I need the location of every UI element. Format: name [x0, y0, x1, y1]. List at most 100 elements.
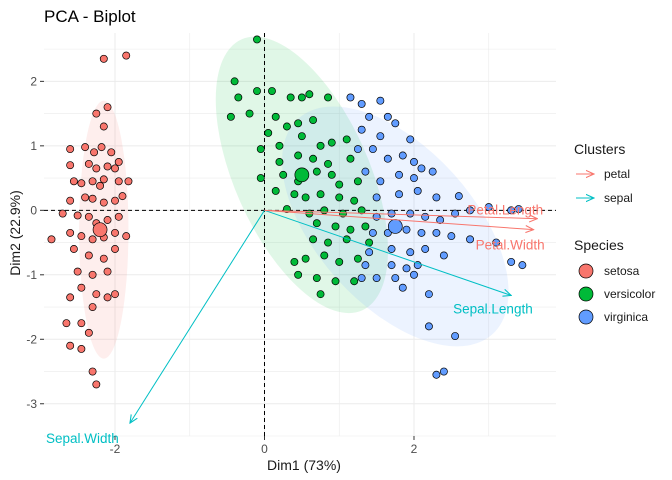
point-setosa	[84, 328, 93, 337]
point-virginica	[398, 283, 407, 292]
point-virginica	[383, 112, 392, 121]
point-versicolor	[256, 145, 265, 154]
point-virginica	[466, 206, 474, 215]
point-versicolor	[342, 235, 351, 244]
arrow-sepal-width	[130, 210, 265, 423]
point-versicolor	[335, 180, 344, 189]
point-setosa	[73, 211, 82, 220]
point-versicolor	[245, 109, 254, 118]
point-virginica	[357, 99, 366, 108]
point-virginica	[451, 332, 460, 341]
point-setosa	[103, 267, 112, 276]
point-setosa	[99, 122, 108, 131]
point-setosa	[122, 232, 131, 241]
point-versicolor	[256, 174, 265, 183]
point-setosa	[69, 177, 78, 186]
point-virginica	[372, 193, 381, 202]
x-axis-label: Dim1 (73%)	[267, 457, 341, 473]
point-setosa	[124, 177, 133, 186]
point-virginica	[365, 248, 374, 257]
point-virginica	[376, 132, 385, 141]
variable-label-petal-width: Petal.Width	[476, 238, 545, 253]
point-virginica	[387, 209, 396, 218]
point-setosa	[77, 345, 86, 353]
point-virginica	[410, 174, 418, 183]
point-versicolor	[357, 206, 366, 215]
point-versicolor	[324, 159, 332, 168]
point-virginica	[398, 151, 407, 160]
point-setosa	[111, 196, 119, 205]
point-versicolor	[353, 177, 362, 186]
point-setosa	[99, 175, 108, 184]
point-versicolor	[286, 93, 295, 102]
point-versicolor	[320, 206, 329, 215]
point-virginica	[406, 135, 415, 144]
point-versicolor	[353, 254, 362, 263]
point-virginica	[395, 190, 403, 199]
point-setosa	[92, 164, 101, 173]
point-setosa	[88, 367, 97, 376]
point-setosa	[77, 179, 86, 188]
point-setosa	[66, 145, 75, 154]
point-virginica	[410, 158, 418, 166]
point-setosa	[103, 103, 112, 112]
point-virginica	[428, 167, 437, 176]
point-virginica	[372, 274, 381, 282]
point-virginica	[439, 367, 448, 376]
point-setosa	[88, 235, 97, 244]
point-versicolor	[226, 112, 235, 121]
point-versicolor	[335, 193, 344, 202]
point-setosa	[66, 293, 75, 302]
point-versicolor	[324, 238, 332, 247]
point-setosa	[103, 216, 112, 224]
point-virginica	[368, 228, 377, 237]
point-versicolor	[275, 158, 284, 166]
point-setosa	[81, 143, 90, 152]
point-versicolor	[279, 170, 288, 179]
point-versicolor	[309, 154, 318, 163]
point-versicolor	[230, 77, 239, 86]
point-versicolor	[324, 93, 332, 102]
clusters-legend: Clusters petal sepal	[574, 141, 633, 205]
y-axis-label: Dim2 (22.9%)	[7, 190, 23, 276]
clusters-legend-item: sepal	[576, 191, 633, 205]
point-setosa	[118, 192, 127, 201]
point-virginica	[365, 112, 374, 121]
legend-label-versicolor: versicolor	[604, 287, 655, 301]
point-virginica	[410, 270, 418, 279]
centroid-versicolor	[294, 167, 310, 183]
clusters-legend-item: petal	[576, 167, 630, 181]
species-legend: Species setosa versicolor virginica	[574, 237, 655, 325]
point-setosa	[47, 235, 56, 244]
point-virginica	[432, 228, 441, 237]
species-legend-title: Species	[574, 237, 624, 253]
point-setosa	[103, 293, 112, 302]
point-versicolor	[346, 225, 355, 234]
point-virginica	[432, 370, 441, 379]
clusters-legend-title: Clusters	[574, 141, 625, 157]
reference-lines	[44, 33, 556, 436]
x-tick-label: -2	[110, 442, 121, 456]
point-virginica	[368, 145, 377, 154]
y-tick-label: -3	[26, 397, 37, 411]
point-versicolor	[253, 35, 261, 44]
point-versicolor	[312, 274, 321, 282]
arrow-petal-width	[264, 209, 533, 229]
point-setosa	[88, 177, 97, 186]
variable-label-sepal-width: Sepal.Width	[46, 431, 119, 446]
point-setosa	[111, 290, 119, 299]
legend-key-virginica	[578, 309, 594, 325]
point-setosa	[122, 51, 131, 60]
y-tick-label: 2	[30, 74, 37, 88]
point-versicolor	[301, 254, 310, 263]
point-virginica	[357, 125, 366, 134]
point-versicolor	[268, 87, 276, 95]
y-axis-ticks: -3 -2 -1 0 1 2	[26, 74, 44, 411]
point-setosa	[77, 283, 86, 292]
point-setosa	[84, 159, 93, 168]
arrow-sepal-length	[264, 209, 511, 295]
legend-label-sepal: sepal	[604, 191, 633, 205]
point-versicolor	[312, 167, 321, 176]
point-setosa	[66, 161, 75, 170]
point-virginica	[439, 251, 448, 260]
